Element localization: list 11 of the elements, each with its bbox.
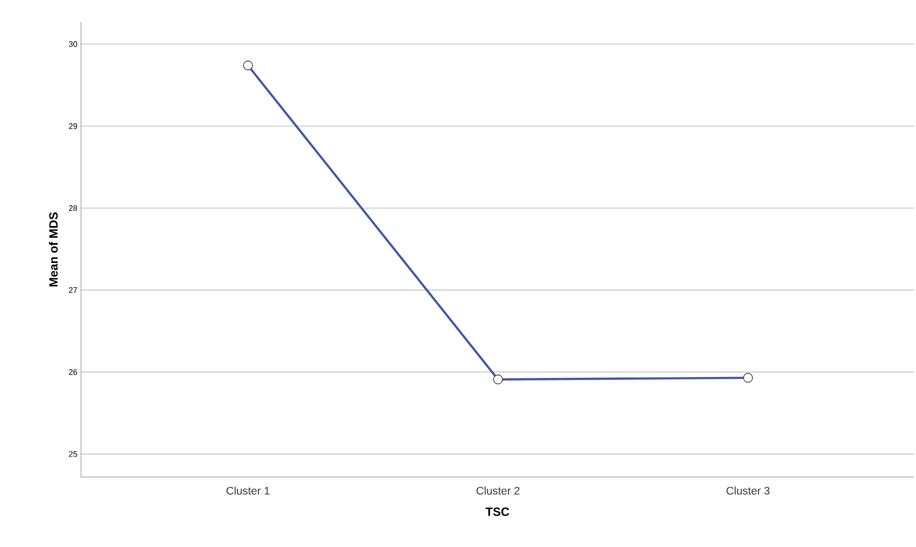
y-tick-label: 27 [68,287,78,293]
x-tick-label: Cluster 2 [476,486,520,495]
x-tick-label: Cluster 1 [226,486,270,495]
x-axis-title: TSC [486,507,510,516]
x-tick-label: Cluster 3 [726,486,770,495]
y-tick-label: 25 [68,451,78,457]
y-tick-label: 26 [68,369,78,375]
y-tick-label: 30 [68,41,78,47]
y-tick-label: 28 [68,205,78,211]
y-axis-title: Mean of MDS [48,212,58,286]
y-tick-label: 29 [68,123,78,129]
